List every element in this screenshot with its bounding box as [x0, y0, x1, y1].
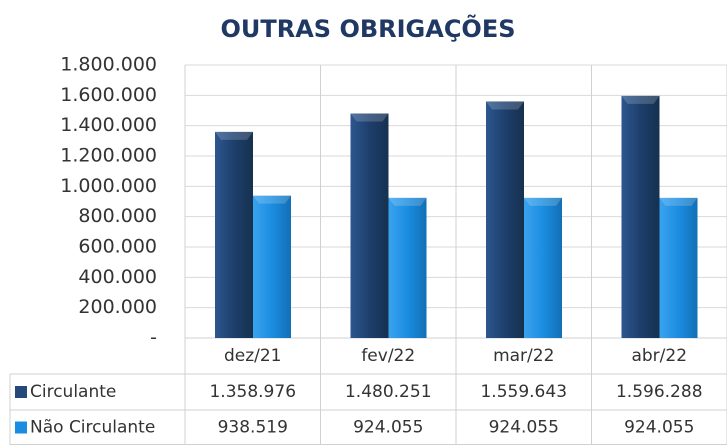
bar [486, 101, 524, 338]
table-value: 1.358.976 [209, 382, 296, 402]
table-value: 1.559.643 [480, 382, 567, 402]
y-tick-label: 1.600.000 [60, 84, 157, 106]
bar [621, 95, 660, 338]
bar-cap [215, 131, 253, 140]
y-tick-label: 200.000 [78, 296, 157, 318]
bar-cap [253, 195, 291, 204]
bar [524, 197, 562, 338]
bar-cap [350, 113, 389, 122]
bar-cap [388, 197, 427, 206]
y-tick-label: 800.000 [78, 205, 157, 227]
legend-label: Circulante [30, 382, 116, 402]
y-tick-label: - [150, 327, 157, 349]
table-value: 1.480.251 [345, 382, 432, 402]
y-tick-label: 1.400.000 [60, 114, 157, 136]
table-value: 924.055 [489, 418, 559, 438]
bar-cap [524, 197, 562, 206]
bar [388, 197, 427, 338]
table-value: 1.596.288 [616, 382, 703, 402]
bar-cap [621, 95, 660, 104]
bar [253, 195, 291, 338]
chart-title: OUTRAS OBRIGAÇÕES [220, 13, 515, 43]
bar-cap [659, 197, 698, 206]
x-tick-label: fev/22 [361, 346, 415, 366]
table-value: 924.055 [353, 418, 423, 438]
table-value: 938.519 [218, 418, 288, 438]
y-tick-label: 400.000 [78, 266, 157, 288]
x-tick-label: dez/21 [224, 346, 282, 366]
legend-key [15, 386, 27, 398]
y-tick-label: 1.800.000 [60, 54, 157, 76]
legend-key [15, 421, 27, 434]
y-tick-label: 1.200.000 [60, 145, 157, 167]
legend-label: Não Circulante [30, 418, 155, 438]
x-tick-label: mar/22 [493, 346, 554, 366]
x-tick-label: abr/22 [631, 346, 687, 366]
bar [350, 113, 389, 338]
bar [659, 197, 698, 338]
y-tick-label: 1.000.000 [60, 175, 157, 197]
y-tick-label: 600.000 [78, 236, 157, 258]
table-value: 924.055 [624, 418, 694, 438]
bar [215, 131, 253, 338]
bar-cap [486, 101, 524, 110]
